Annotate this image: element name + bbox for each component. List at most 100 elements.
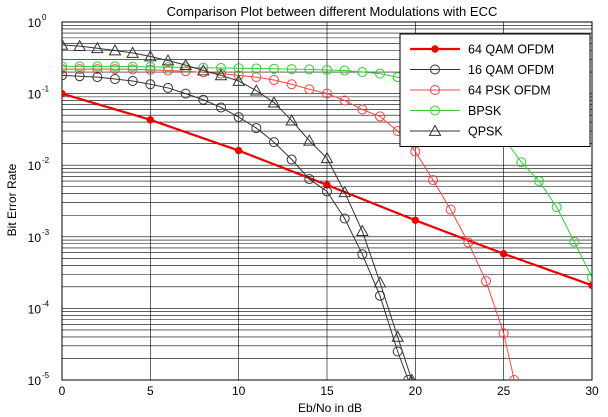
data-point xyxy=(411,216,420,224)
y-tick-label: 10 -1 xyxy=(28,85,50,102)
legend: 64 QAM OFDM 16 QAM OFDM 64 PSK OFDM BPSK QPS… xyxy=(399,33,591,147)
y-tick-label: 10 -3 xyxy=(28,228,50,245)
data-point xyxy=(339,213,350,224)
y-tick-label: 10 -2 xyxy=(28,156,50,173)
data-point xyxy=(509,375,520,380)
y-tick-base: 10 xyxy=(28,302,42,316)
data-point xyxy=(74,61,85,72)
data-point xyxy=(73,39,87,52)
data-point xyxy=(463,237,474,248)
legend-item: BPSK xyxy=(410,104,502,118)
data-point xyxy=(551,202,562,213)
x-axis-label: Eb/No in dB xyxy=(298,401,362,415)
data-point xyxy=(322,186,332,197)
series-64-qam-ofdm xyxy=(62,89,592,290)
data-point xyxy=(233,63,244,74)
data-point xyxy=(251,123,262,134)
y-tick-base: 10 xyxy=(28,231,42,245)
y-tick-base: 10 xyxy=(28,16,42,30)
data-point xyxy=(161,53,175,66)
data-point xyxy=(431,45,439,53)
data-point xyxy=(304,174,315,185)
y-tick-exponent: -2 xyxy=(42,156,50,165)
series-line xyxy=(62,44,413,380)
data-point xyxy=(214,68,228,81)
data-point xyxy=(428,175,438,186)
data-point xyxy=(534,176,544,187)
data-point xyxy=(428,124,442,136)
data-point xyxy=(92,61,103,72)
data-point xyxy=(198,62,209,73)
data-point xyxy=(232,74,246,86)
data-point xyxy=(110,61,120,72)
data-point xyxy=(267,96,281,108)
legend-label: 16 QAM OFDM xyxy=(468,63,554,77)
data-point xyxy=(110,64,120,75)
legend-item: 16 QAM OFDM xyxy=(410,63,554,77)
data-point xyxy=(285,114,299,126)
data-point xyxy=(481,276,491,287)
data-point xyxy=(92,72,103,83)
data-point xyxy=(127,75,138,86)
data-point xyxy=(408,373,416,380)
y-tick-exponent: -1 xyxy=(42,85,50,94)
data-point xyxy=(146,116,155,124)
data-point xyxy=(62,38,69,50)
data-point xyxy=(430,64,440,75)
y-tick-exponent: 0 xyxy=(42,13,47,22)
chart-title: Comparison Plot between different Modula… xyxy=(167,4,498,19)
data-point xyxy=(143,49,157,62)
data-point xyxy=(375,111,385,122)
y-tick-exponent: -3 xyxy=(42,228,50,237)
data-point xyxy=(127,64,138,75)
series-line xyxy=(62,68,515,380)
data-point xyxy=(233,112,244,123)
data-point xyxy=(516,157,527,168)
data-point xyxy=(179,58,193,71)
y-axis-label: Bit Error Rate xyxy=(5,163,19,236)
data-point xyxy=(430,85,440,95)
data-point xyxy=(339,65,350,76)
y-tick-base: 10 xyxy=(28,374,42,388)
data-point xyxy=(357,67,368,78)
legend-label: 64 PSK OFDM xyxy=(468,84,551,98)
data-point xyxy=(375,68,385,79)
data-point xyxy=(90,41,104,54)
x-tick-label: 25 xyxy=(497,384,511,398)
data-point xyxy=(196,63,210,76)
data-point xyxy=(233,70,244,81)
data-point xyxy=(499,250,508,258)
data-point xyxy=(373,275,387,288)
data-point xyxy=(198,94,209,105)
data-point xyxy=(108,43,122,56)
data-point xyxy=(110,73,120,84)
y-tick-base: 10 xyxy=(28,159,42,173)
y-tick-label: 10 -4 xyxy=(28,299,50,316)
data-point xyxy=(322,88,332,99)
legend-label: QPSK xyxy=(468,125,503,139)
data-point xyxy=(234,146,243,155)
data-point xyxy=(286,154,297,165)
data-point xyxy=(445,204,456,215)
legend-item: 64 PSK OFDM xyxy=(410,84,551,98)
x-tick-label: 30 xyxy=(585,384,599,398)
data-point xyxy=(323,181,331,189)
legend-item: QPSK xyxy=(410,124,503,139)
data-point xyxy=(62,64,67,75)
x-tick-label: 5 xyxy=(147,384,154,398)
data-point xyxy=(355,224,369,237)
data-point xyxy=(62,70,67,81)
data-point xyxy=(410,146,421,157)
data-point xyxy=(391,330,405,342)
x-tick-label: 10 xyxy=(232,384,246,398)
data-point xyxy=(304,84,315,95)
x-tick-label: 0 xyxy=(59,384,66,398)
y-tick-label: 10 0 xyxy=(28,13,47,30)
data-point xyxy=(322,64,332,75)
y-tick-exponent: -5 xyxy=(42,371,50,380)
data-point xyxy=(180,66,191,77)
y-tick-base: 10 xyxy=(28,88,42,102)
x-axis-ticks: 0 5 10 15 20 25 30 xyxy=(59,384,599,398)
y-tick-exponent: -4 xyxy=(42,299,50,308)
